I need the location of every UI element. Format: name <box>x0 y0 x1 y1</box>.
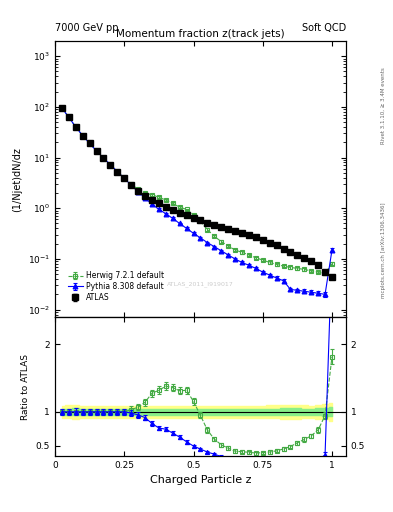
Text: mcplots.cern.ch [arXiv:1306.3436]: mcplots.cern.ch [arXiv:1306.3436] <box>381 202 386 298</box>
Legend: Herwig 7.2.1 default, Pythia 8.308 default, ATLAS: Herwig 7.2.1 default, Pythia 8.308 defau… <box>65 268 167 305</box>
Text: ATLAS_2011_I919017: ATLAS_2011_I919017 <box>167 282 234 287</box>
Text: 7000 GeV pp: 7000 GeV pp <box>55 23 119 33</box>
Y-axis label: Ratio to ATLAS: Ratio to ATLAS <box>21 354 30 419</box>
Text: Soft QCD: Soft QCD <box>301 23 346 33</box>
Text: Rivet 3.1.10, ≥ 3.4M events: Rivet 3.1.10, ≥ 3.4M events <box>381 68 386 144</box>
Y-axis label: (1/Njet)dN/dz: (1/Njet)dN/dz <box>12 147 22 211</box>
X-axis label: Charged Particle z: Charged Particle z <box>150 475 251 485</box>
Title: Momentum fraction z(track jets): Momentum fraction z(track jets) <box>116 29 285 39</box>
